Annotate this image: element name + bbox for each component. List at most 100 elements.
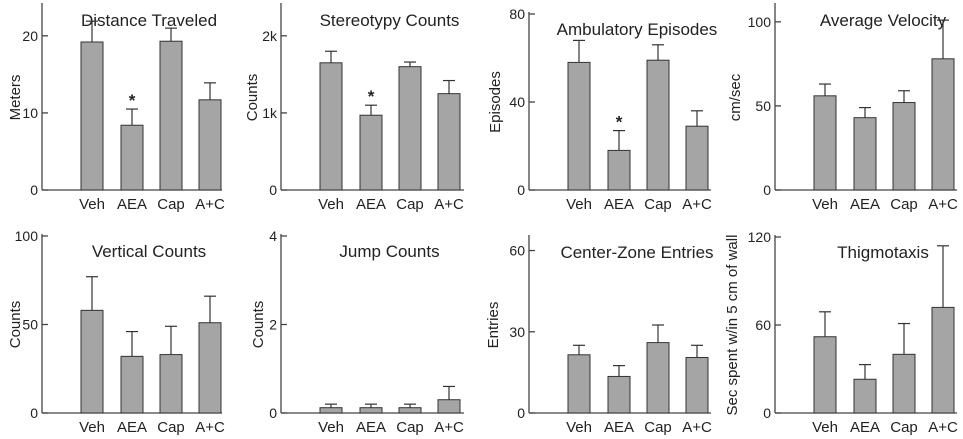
- x-tick-label: Cap: [890, 419, 918, 436]
- x-tick-label: A+C: [682, 196, 712, 213]
- x-tick-label: A+C: [682, 419, 712, 436]
- y-tick-label: 0: [30, 405, 38, 421]
- y-tick-label: 100: [15, 228, 39, 244]
- y-tick-label: 0: [517, 182, 525, 198]
- y-tick-label: 50: [755, 98, 771, 114]
- x-tick-label: AEA: [356, 196, 386, 213]
- bar: [319, 407, 343, 414]
- x-tick-label: Veh: [318, 419, 344, 436]
- bar: [685, 356, 709, 414]
- chart-panel: Average Velocity cm/sec 0 50 100 Veh AEA Cap A+C: [727, 3, 958, 213]
- y-tick-label: 4: [269, 228, 277, 244]
- bar: [607, 375, 631, 414]
- bar: [931, 58, 955, 191]
- y-tick-label: 40: [509, 94, 525, 110]
- x-tick-label: A+C: [928, 419, 958, 436]
- x-tick-label: A+C: [928, 196, 958, 213]
- y-tick-label: 100: [748, 14, 772, 30]
- chart-title: Ambulatory Episodes: [557, 20, 718, 39]
- x-tick-label: Veh: [566, 419, 592, 436]
- bar: [120, 355, 144, 414]
- y-tick-label: 0: [269, 405, 277, 421]
- bar: [159, 354, 183, 414]
- bar: [437, 399, 461, 414]
- chart-title: Stereotypy Counts: [320, 11, 460, 30]
- y-tick-label: 60: [755, 317, 771, 333]
- y-tick-label: 2: [269, 317, 277, 333]
- x-tick-label: AEA: [850, 196, 880, 213]
- bar: [159, 40, 183, 191]
- x-tick-label: AEA: [604, 419, 634, 436]
- chart-panel: Distance Traveled Meters 0 10 20 Veh * AEA Cap A+…: [7, 3, 225, 213]
- bar: [813, 336, 837, 414]
- bar: [398, 407, 422, 414]
- bar: [319, 62, 343, 191]
- chart-title: Jump Counts: [339, 242, 439, 261]
- bar: [607, 149, 631, 191]
- y-tick-label: 1k: [262, 105, 278, 121]
- x-tick-label: AEA: [850, 419, 880, 436]
- y-tick-label: 2k: [262, 28, 278, 44]
- x-tick-label: Veh: [79, 196, 105, 213]
- y-tick-label: 20: [22, 28, 38, 44]
- chart-panel: Jump Counts Counts 0 2 4 Veh AEA Cap A+C: [250, 228, 464, 436]
- significance-marker: *: [368, 87, 375, 106]
- y-tick-label: 0: [763, 182, 771, 198]
- y-tick-label: 0: [269, 182, 277, 198]
- chart-panel: Center-Zone Entries Entries 0 30 60 Veh AEA Cap…: [485, 235, 714, 436]
- x-tick-label: A+C: [195, 196, 225, 213]
- x-tick-label: Cap: [157, 196, 185, 213]
- bar: [567, 354, 591, 414]
- bar: [567, 61, 591, 191]
- bar: [359, 407, 383, 414]
- y-tick-label: 60: [509, 243, 525, 259]
- x-tick-label: Cap: [396, 196, 424, 213]
- y-axis-label: Entries: [485, 302, 502, 349]
- bar: [398, 66, 422, 191]
- bar: [437, 93, 461, 191]
- bar: [646, 342, 670, 414]
- y-tick-label: 0: [517, 405, 525, 421]
- y-axis-label: Sec spent w/in 5 cm of wall: [724, 235, 741, 416]
- x-tick-label: Veh: [812, 196, 838, 213]
- chart-title: Distance Traveled: [81, 11, 217, 30]
- x-tick-label: AEA: [117, 196, 147, 213]
- chart-title: Thigmotaxis: [837, 243, 929, 262]
- y-axis-label: Episodes: [487, 71, 504, 133]
- x-tick-label: A+C: [434, 419, 464, 436]
- bar: [853, 117, 877, 191]
- x-tick-label: AEA: [356, 419, 386, 436]
- x-tick-label: Cap: [644, 419, 672, 436]
- y-tick-label: 120: [748, 229, 772, 245]
- chart-panel: Thigmotaxis Sec spent w/in 5 cm of wall 0 6…: [724, 229, 958, 436]
- x-tick-label: Veh: [79, 419, 105, 436]
- bar: [892, 102, 916, 191]
- bar: [931, 306, 955, 414]
- bar: [359, 114, 383, 191]
- bar: [892, 353, 916, 414]
- y-tick-label: 50: [22, 317, 38, 333]
- bar: [853, 378, 877, 414]
- x-tick-label: A+C: [434, 196, 464, 213]
- x-tick-label: Veh: [318, 196, 344, 213]
- significance-marker: *: [616, 113, 623, 132]
- bar: [198, 99, 222, 191]
- chart-panel: Ambulatory Episodes Episodes 0 40 80 Veh * AEA C…: [487, 6, 717, 213]
- x-tick-label: Veh: [812, 419, 838, 436]
- y-tick-label: 0: [763, 405, 771, 421]
- x-tick-label: Veh: [566, 196, 592, 213]
- significance-marker: *: [129, 91, 136, 110]
- y-tick-label: 0: [30, 182, 38, 198]
- chart-panel: Vertical Counts Counts 0 50 100 Veh AEA Cap A+C: [7, 228, 225, 436]
- x-tick-label: Cap: [157, 419, 185, 436]
- chart-title: Average Velocity: [820, 11, 947, 30]
- chart-title: Center-Zone Entries: [560, 243, 713, 262]
- bar: [80, 41, 104, 191]
- bar: [685, 125, 709, 191]
- x-tick-label: Cap: [396, 419, 424, 436]
- bar: [813, 95, 837, 191]
- y-axis-label: cm/sec: [727, 73, 744, 121]
- x-tick-label: AEA: [604, 196, 634, 213]
- bar: [646, 59, 670, 191]
- bar: [80, 309, 104, 414]
